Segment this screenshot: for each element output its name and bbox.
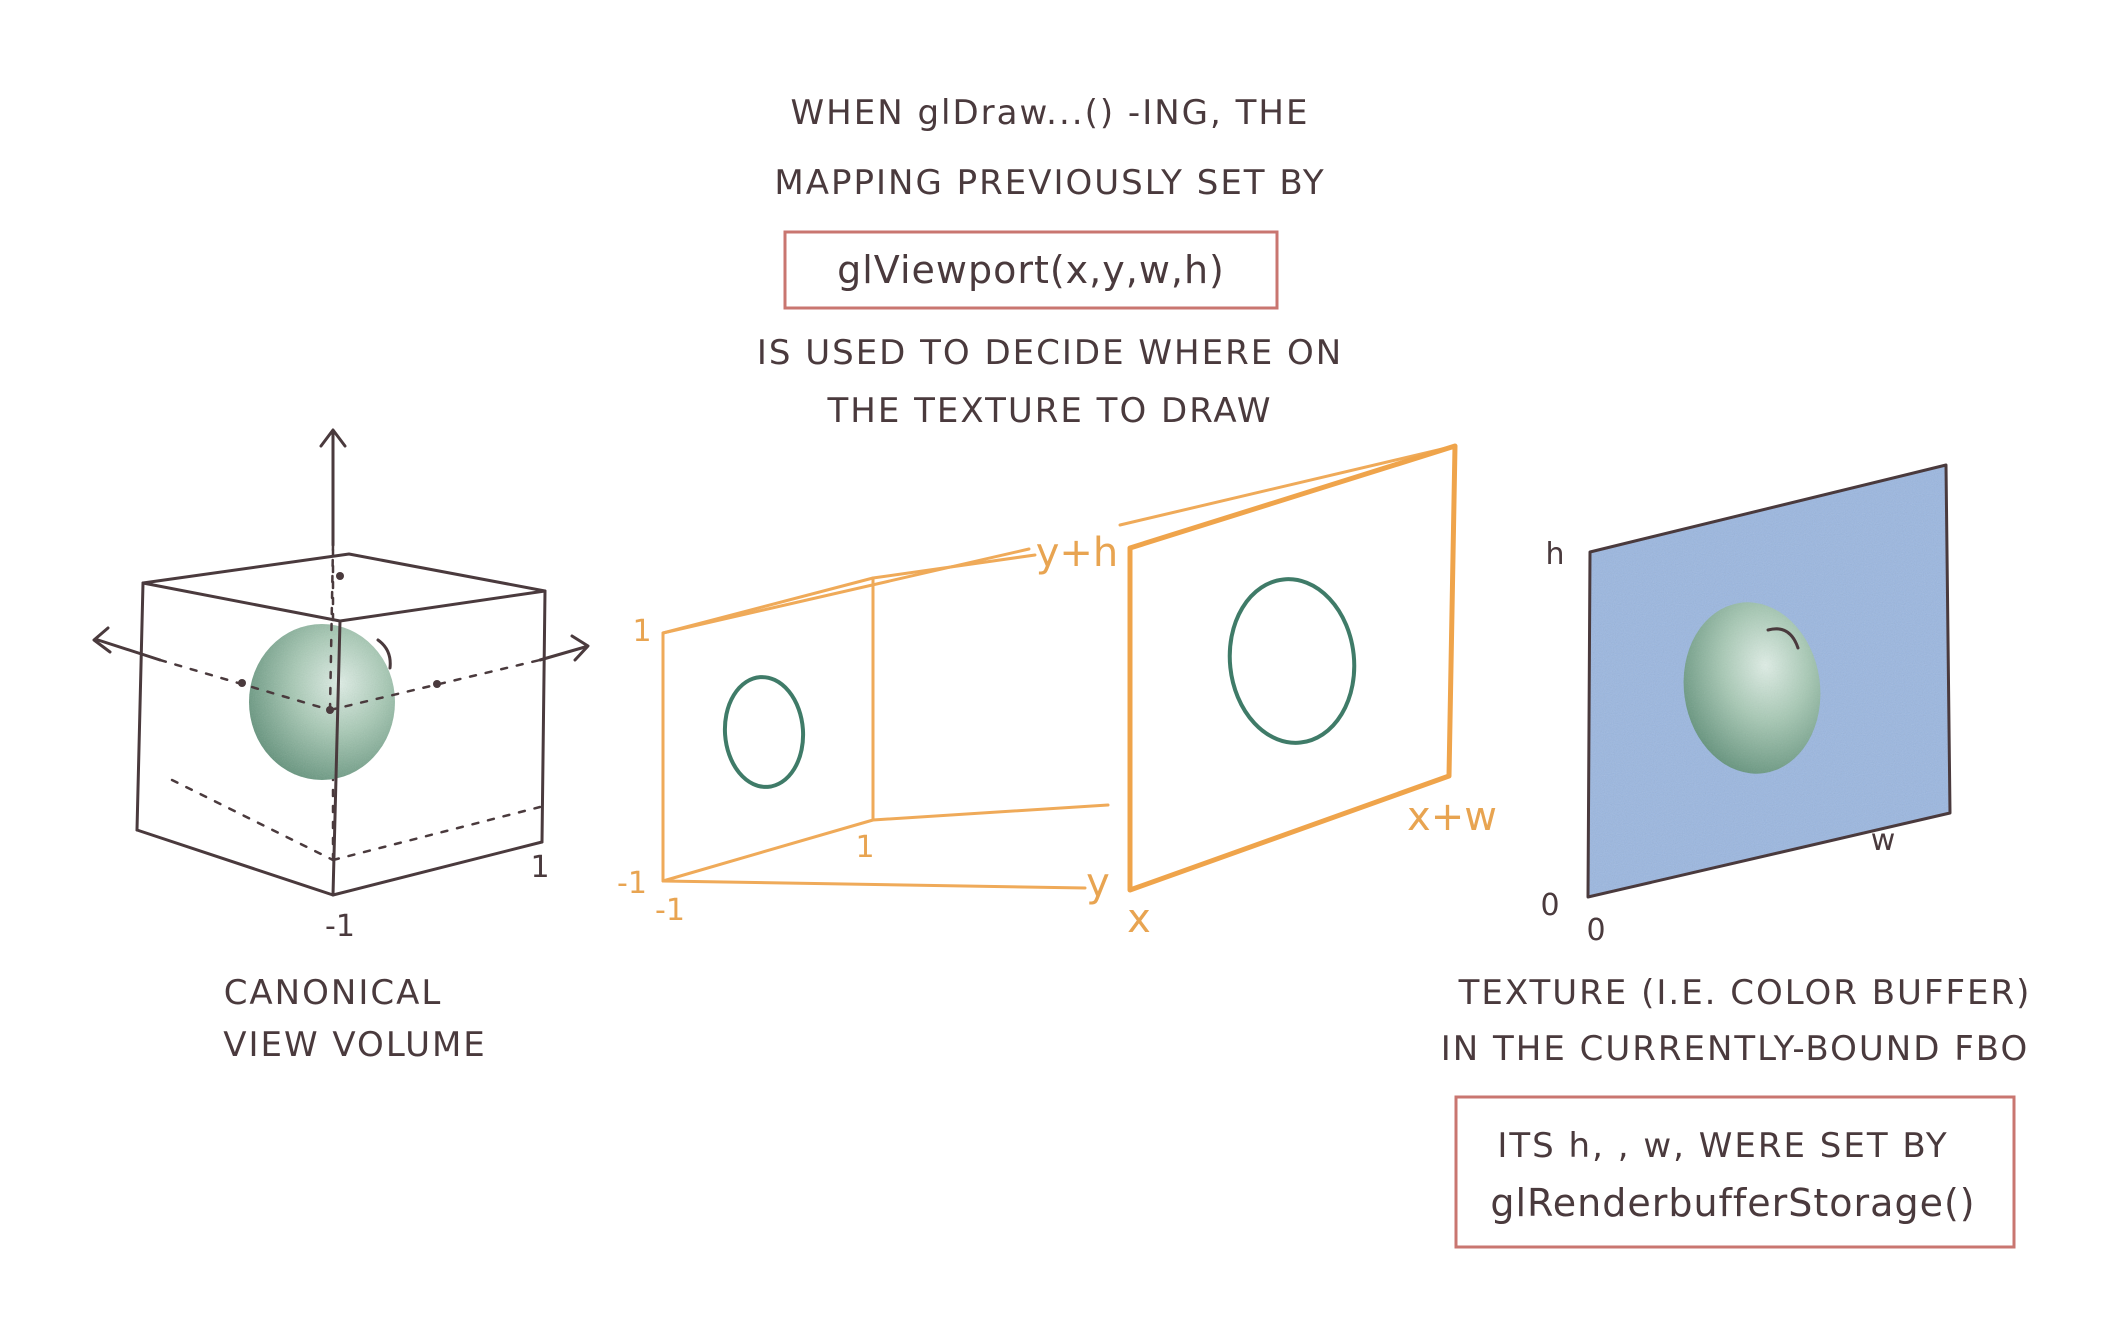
connector-top-far bbox=[1118, 444, 1457, 527]
connector-top-left bbox=[661, 547, 1031, 635]
near-frame bbox=[661, 576, 875, 883]
far-label-top: y+h bbox=[1036, 530, 1119, 576]
texture-sphere-grain bbox=[1683, 602, 1821, 774]
connector-top-mid bbox=[871, 553, 1037, 580]
viewport-code-box bbox=[783, 230, 1279, 310]
axis-right-arrow-icon bbox=[570, 634, 590, 662]
axis-left-arrow-icon bbox=[92, 626, 112, 654]
cube-label-minus-one: -1 bbox=[325, 909, 355, 944]
texture-panel: h w 0 0 TEXTURE (I.E. COLOR BUFFER) IN T… bbox=[1441, 463, 2032, 1249]
texture-sphere-highlight bbox=[1766, 627, 1800, 650]
cube-label-x-one: 1 bbox=[530, 850, 549, 885]
axis-up-arrow-icon bbox=[319, 428, 347, 448]
far-frame-viewport bbox=[1127, 443, 1458, 893]
cube-sphere-texture bbox=[249, 624, 395, 780]
cube-axis-tick-left bbox=[238, 679, 246, 687]
cube-axis-tick-right bbox=[433, 680, 441, 688]
far-label-right: x+w bbox=[1407, 794, 1497, 840]
cube-edge-front-right bbox=[540, 589, 547, 844]
near-label-bottom: -1 bbox=[617, 866, 647, 901]
header-text: WHEN glDraw...() -ING, THE MAPPING PREVI… bbox=[757, 93, 1343, 431]
connector-bottom-mid bbox=[871, 803, 1110, 822]
near-label-top: 1 bbox=[632, 614, 651, 649]
near-label-left: -1 bbox=[655, 893, 685, 928]
header-line-2: MAPPING PREVIOUSLY SET BY bbox=[774, 163, 1325, 203]
axis-right bbox=[538, 645, 587, 662]
texture-h-label: h bbox=[1545, 537, 1564, 572]
renderbuffer-note-box bbox=[1454, 1095, 2016, 1249]
viewport-frustum: 1 -1 -1 1 y+h y x x+w bbox=[617, 443, 1497, 942]
connector-bottom-left bbox=[661, 879, 1087, 890]
cube-caption-line-1: CANONICAL bbox=[224, 973, 443, 1013]
axis-y-dashed bbox=[328, 543, 335, 712]
axis-x-dashed-left bbox=[158, 658, 332, 712]
far-label-bottom: y bbox=[1086, 860, 1110, 906]
viewport-code: glViewport(x,y,w,h) bbox=[837, 248, 1225, 292]
header-line-1: WHEN glDraw...() -ING, THE bbox=[791, 93, 1310, 133]
axis-x-dashed-right bbox=[328, 658, 542, 712]
header-line-3: IS USED TO DECIDE WHERE ON bbox=[757, 333, 1343, 373]
texture-origin-x: 0 bbox=[1586, 913, 1605, 948]
texture-plane-outline bbox=[1586, 463, 1952, 899]
cube-edge-front-middle bbox=[331, 619, 342, 897]
cube-hidden-edge-left bbox=[170, 778, 335, 862]
cube-edge-bottom-left bbox=[135, 828, 335, 897]
cube-edge-bottom-right bbox=[331, 840, 544, 897]
near-label-right: 1 bbox=[855, 830, 874, 865]
texture-caption-line-1: TEXTURE (I.E. COLOR BUFFER) bbox=[1458, 973, 2032, 1013]
cube-hidden-edge-right bbox=[331, 805, 542, 862]
near-ellipse bbox=[722, 675, 806, 789]
texture-w-label: w bbox=[1871, 823, 1896, 858]
texture-caption-line-2: IN THE CURRENTLY-BOUND FBO bbox=[1441, 1029, 2030, 1069]
axis-left bbox=[96, 638, 162, 662]
texture-note-line-2: glRenderbufferStorage() bbox=[1490, 1181, 1975, 1225]
texture-origin-y: 0 bbox=[1540, 888, 1559, 923]
cube-top-face bbox=[141, 552, 547, 623]
far-ellipse bbox=[1227, 577, 1357, 745]
cube-caption-line-2: VIEW VOLUME bbox=[223, 1025, 487, 1065]
texture-note-line-1: ITS h, , w, WERE SET BY bbox=[1497, 1126, 1948, 1166]
canonical-cube: 1 -1 CANONICAL VIEW VOLUME bbox=[92, 428, 590, 1065]
cube-sphere-highlight bbox=[376, 638, 392, 670]
far-label-left: x bbox=[1127, 896, 1151, 942]
cube-edge-front-left bbox=[135, 581, 145, 832]
cube-origin-dot bbox=[326, 706, 334, 714]
header-line-4: THE TEXTURE TO DRAW bbox=[827, 391, 1273, 431]
cube-axis-tick-top bbox=[336, 572, 344, 580]
